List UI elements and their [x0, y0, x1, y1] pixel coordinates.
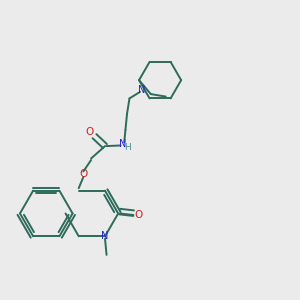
Text: H: H	[124, 143, 131, 152]
Text: O: O	[79, 169, 88, 179]
Text: N: N	[138, 85, 146, 95]
Text: O: O	[85, 127, 94, 137]
Text: N: N	[101, 231, 109, 241]
Text: N: N	[119, 139, 127, 148]
Text: O: O	[134, 210, 143, 220]
